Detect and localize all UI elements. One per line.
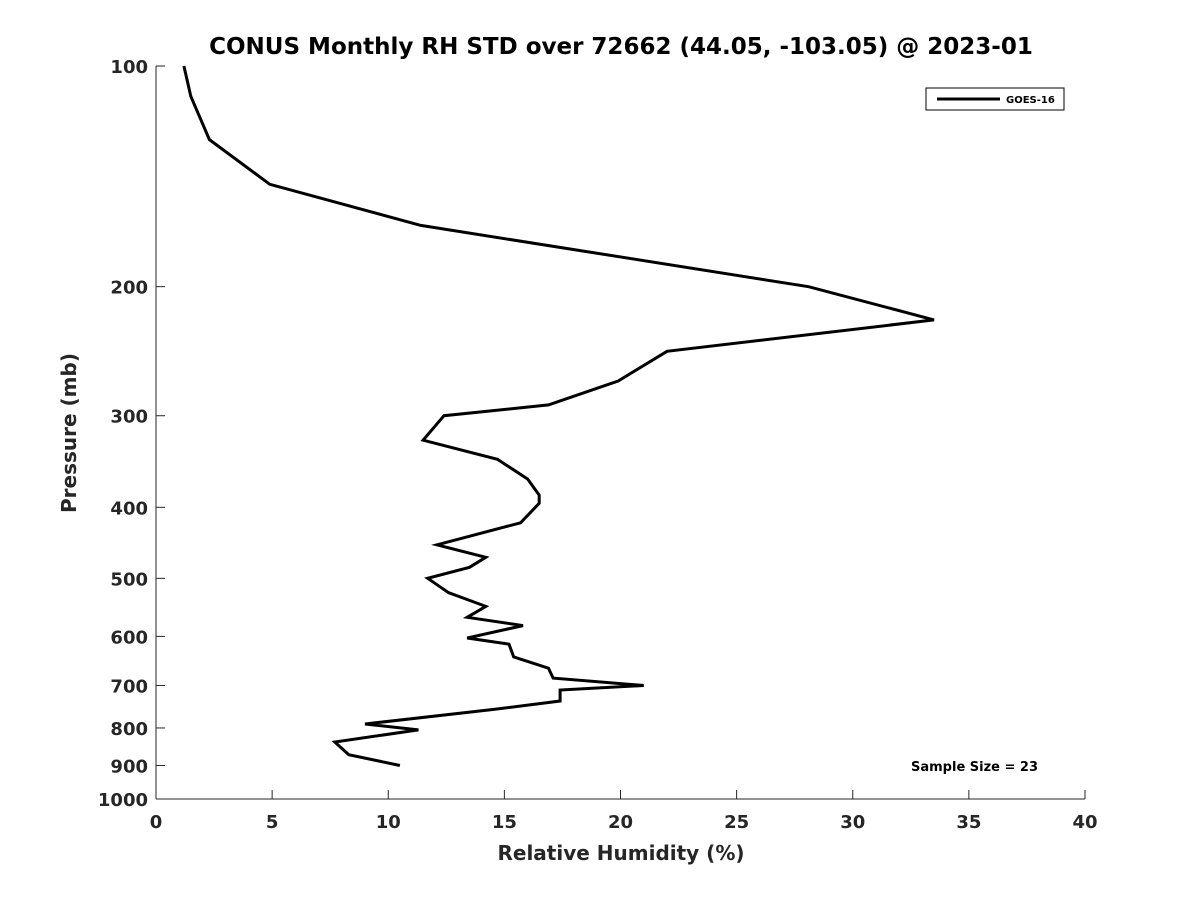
x-tick-label: 10 [376, 812, 401, 833]
x-tick-label: 15 [492, 812, 517, 833]
x-tick-label: 25 [724, 812, 749, 833]
y-tick-label: 200 [110, 278, 148, 299]
x-tick-label: 30 [840, 812, 865, 833]
tick-labels: 0 5 10 15 20 25 30 35 40 100 200 300 400 500 600 700 800… [98, 57, 1098, 833]
x-axis-label: Relative Humidity (%) [497, 841, 744, 865]
y-tick-label: 500 [110, 569, 148, 590]
y-axis-label: Pressure (mb) [57, 353, 81, 513]
y-tick-label: 600 [110, 627, 148, 648]
axes [155, 66, 1085, 800]
x-tick-label: 40 [1072, 812, 1097, 833]
x-tick-label: 35 [956, 812, 981, 833]
plot-area [182, 65, 935, 767]
y-tick-label: 1000 [98, 790, 148, 811]
y-tick-label: 900 [110, 756, 148, 777]
x-tick-label: 0 [150, 812, 163, 833]
sample-size-annotation: Sample Size = 23 [911, 760, 1038, 775]
y-tick-label: 100 [110, 57, 148, 78]
y-tick-label: 300 [110, 407, 148, 428]
chart-title: CONUS Monthly RH STD over 72662 (44.05, … [209, 34, 1033, 60]
x-tick-label: 20 [608, 812, 633, 833]
y-tick-label: 400 [110, 498, 148, 519]
legend: GOES-16 [925, 87, 1065, 111]
series-line-0 [182, 65, 935, 767]
y-tick-label: 700 [110, 676, 148, 697]
legend-label: GOES-16 [1006, 95, 1055, 106]
y-tick-label: 800 [110, 719, 148, 740]
x-tick-label: 5 [266, 812, 279, 833]
